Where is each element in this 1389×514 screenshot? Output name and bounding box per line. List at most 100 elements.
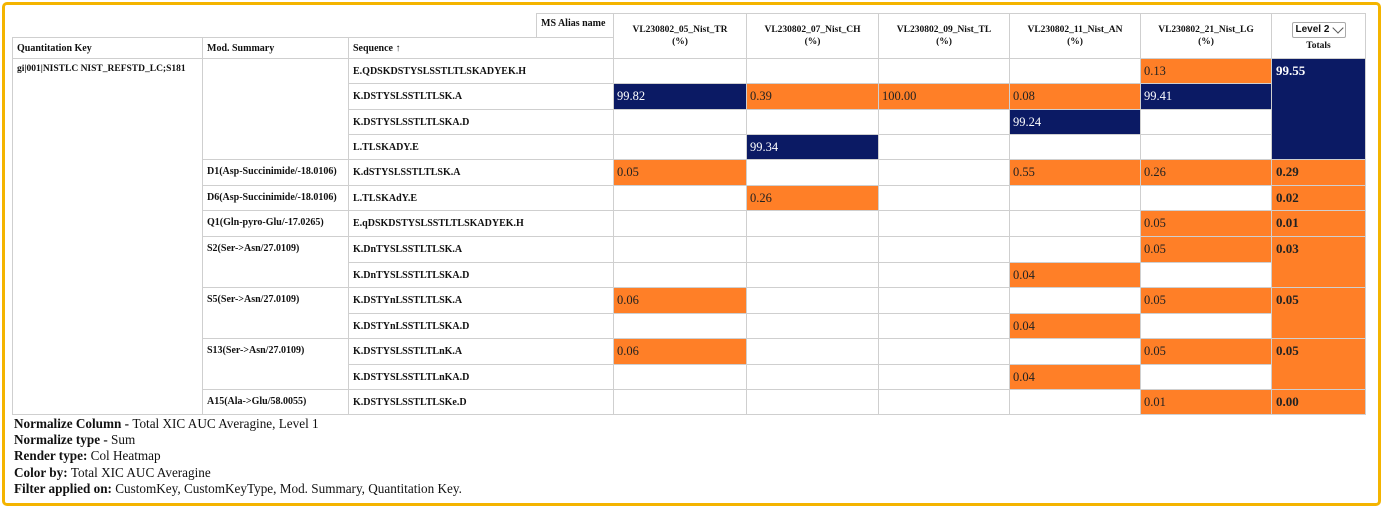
color-by-line: Color by: Total XIC AUC Averagine [14, 464, 211, 480]
table-row: L.TLSKADY.E 99.34 [13, 134, 1366, 160]
sample-header-4[interactable]: VL230802_11_Nist_AN (%) [1009, 13, 1141, 59]
table-row: K.DSTYSLSSTLTLSKA.D 99.24 [13, 109, 1366, 135]
value-cell [878, 313, 1010, 339]
value-cell [1009, 58, 1141, 84]
sample-header-5[interactable]: VL230802_21_Nist_LG (%) [1140, 13, 1272, 59]
value-cell: 0.04 [1009, 364, 1141, 390]
value-cell [1140, 262, 1272, 288]
quant-key-cell: gi|001|NISTLC NIST_REFSTD_LC;S181 [12, 58, 203, 415]
sequence-cell: K.DSTYSLSSTLTLnKA.D [348, 364, 614, 390]
value-cell [746, 338, 879, 365]
total-cell: 0.05 [1271, 287, 1366, 339]
value-cell [878, 159, 1010, 186]
value-cell [746, 236, 879, 263]
value-cell [613, 389, 747, 415]
sample-header-3[interactable]: VL230802_09_Nist_TL (%) [878, 13, 1010, 59]
sequence-cell: E.QDSKDSTYSLSSTLTLSKADYEK.H [348, 58, 614, 84]
value-cell [746, 262, 879, 288]
value-cell [613, 109, 747, 135]
mod-summary-cell: A15(Ala->Glu/58.0055) [202, 389, 349, 415]
level-select[interactable]: Level 2 [1291, 21, 1346, 38]
table-row: A15(Ala->Glu/58.0055) K.DSTYSLSSTLTLSKe.D… [13, 389, 1366, 415]
header-blank [12, 13, 537, 38]
value-cell [878, 109, 1010, 135]
table-row: D6(Asp-Succinimide/-18.0106) L.TLSKAdY.E 0… [13, 185, 1366, 211]
quant-key-header[interactable]: Quantitation Key [12, 37, 203, 59]
sequence-cell: L.TLSKAdY.E [348, 185, 614, 211]
normalize-type-line: Normalize type - Sum [14, 432, 136, 448]
value-cell [1140, 134, 1272, 160]
value-cell: 0.05 [613, 159, 747, 186]
sequence-cell: K.DnTYSLSSTLTLSKA.D [348, 262, 614, 288]
sequence-cell: K.DSTYSLSSTLTLSKA.D [348, 109, 614, 135]
value-cell: 99.34 [746, 134, 879, 160]
totals-header: Level 2 Totals [1271, 13, 1366, 59]
value-cell [613, 313, 747, 339]
value-cell [746, 389, 879, 415]
value-cell [1140, 364, 1272, 390]
sequence-header[interactable]: Sequence ↑ [348, 37, 614, 59]
table-row: S5(Ser->Asn/27.0109) K.DSTYnLSSTLTLSK.A 0.… [13, 287, 1366, 339]
sequence-cell: K.DSTYnLSSTLTLSK.A [348, 287, 614, 314]
normalize-column-line: Normalize Column - Total XIC AUC Averagi… [14, 416, 319, 431]
value-cell: 0.01 [1140, 389, 1272, 415]
total-cell: 0.05 [1271, 338, 1366, 390]
value-cell [1009, 134, 1141, 160]
value-cell: 99.41 [1140, 83, 1272, 110]
value-cell: 0.39 [746, 83, 879, 110]
sequence-cell: K.DSTYnLSSTLTLSKA.D [348, 313, 614, 339]
sequence-cell: L.TLSKADY.E [348, 134, 614, 160]
value-cell [1009, 389, 1141, 415]
value-cell [746, 159, 879, 186]
table-row: S13(Ser->Asn/27.0109) K.DSTYSLSSTLTLnK.A 0… [13, 338, 1366, 390]
sample-header-2[interactable]: VL230802_07_Nist_CH (%) [746, 13, 879, 59]
sequence-cell: K.DSTYSLSSTLTLnK.A [348, 338, 614, 365]
value-cell [746, 58, 879, 84]
value-cell: 0.05 [1140, 338, 1272, 365]
sample-header-1[interactable]: VL230802_05_Nist_TR (%) [613, 13, 747, 59]
ms-alias-header[interactable]: MS Alias name [536, 13, 614, 38]
value-cell [878, 185, 1010, 211]
sequence-cell: E.qDSKDSTYSLSSTLTLSKADYEK.H [348, 210, 614, 237]
heatmap-table: MS Alias name VL230802_05_Nist_TR (%) VL2… [12, 13, 1366, 415]
value-cell [878, 338, 1010, 365]
mod-summary-cell [202, 58, 349, 160]
value-cell [878, 364, 1010, 390]
value-cell [878, 134, 1010, 160]
value-cell [878, 389, 1010, 415]
value-cell [613, 185, 747, 211]
table-row: K.DSTYSLSSTLTLnKA.D 0.04 [13, 364, 1366, 390]
total-cell: 0.02 [1271, 185, 1366, 211]
chevron-down-icon [1331, 21, 1344, 34]
value-cell [1140, 185, 1272, 211]
mod-summary-cell: Q1(Gln-pyro-Glu/-17.0265) [202, 210, 349, 237]
value-cell [1009, 338, 1141, 365]
value-cell [1140, 109, 1272, 135]
value-cell: 0.26 [746, 185, 879, 211]
value-cell: 0.05 [1140, 236, 1272, 263]
value-cell [1009, 236, 1141, 263]
totals-label: Totals [1306, 40, 1331, 51]
value-cell: 0.06 [613, 287, 747, 314]
value-cell: 0.08 [1009, 83, 1141, 110]
total-cell: 99.55 [1271, 58, 1366, 160]
mod-summary-cell: S5(Ser->Asn/27.0109) [202, 287, 349, 339]
mod-summary-cell: D1(Asp-Succinimide/-18.0106) [202, 159, 349, 186]
mod-summary-cell: S2(Ser->Asn/27.0109) [202, 236, 349, 288]
value-cell [1009, 210, 1141, 237]
value-cell [878, 210, 1010, 237]
value-cell [613, 134, 747, 160]
value-cell [746, 313, 879, 339]
value-cell: 0.13 [1140, 58, 1272, 84]
value-cell [613, 58, 747, 84]
sequence-cell: K.DnTYSLSSTLTLSK.A [348, 236, 614, 263]
table-row: Q1(Gln-pyro-Glu/-17.0265) E.qDSKDSTYSLSST… [13, 210, 1366, 237]
value-cell [613, 236, 747, 263]
value-cell: 100.00 [878, 83, 1010, 110]
value-cell [878, 262, 1010, 288]
value-cell: 0.55 [1009, 159, 1141, 186]
mod-summary-header[interactable]: Mod. Summary [202, 37, 349, 59]
value-cell: 0.04 [1009, 262, 1141, 288]
total-cell: 0.01 [1271, 210, 1366, 237]
value-cell [746, 364, 879, 390]
